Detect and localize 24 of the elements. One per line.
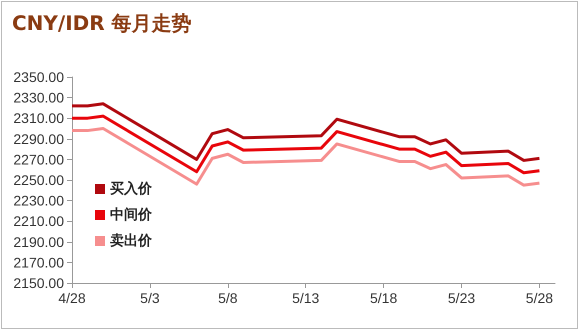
y-tick-label: 2190.00 <box>13 234 64 250</box>
y-tick-label: 2170.00 <box>13 254 64 270</box>
x-tick-label: 5/18 <box>370 290 398 306</box>
y-tick-label: 2150.00 <box>13 275 64 291</box>
line-series <box>70 102 541 162</box>
x-tick-label: 5/8 <box>218 290 238 306</box>
legend-label: 买入价 <box>110 181 153 197</box>
x-tick-label: 4/28 <box>58 290 86 306</box>
line-series <box>70 114 541 174</box>
x-tick-label: 5/28 <box>526 290 554 306</box>
y-tick-label: 2250.00 <box>13 172 64 188</box>
x-tick-label: 5/3 <box>140 290 160 306</box>
y-tick-label: 2350.00 <box>13 69 64 85</box>
y-tick-label: 2290.00 <box>13 130 64 147</box>
y-tick-label: 2210.00 <box>13 213 64 230</box>
legend-label: 中间价 <box>110 207 153 223</box>
y-tick-label: 2310.00 <box>13 110 64 126</box>
legend-label: 卖出价 <box>110 233 153 249</box>
y-tick-label: 2330.00 <box>13 90 64 106</box>
x-tick-label: 5/23 <box>448 290 476 306</box>
chart-title: CNY/IDR 每月走势 <box>12 10 192 37</box>
y-tick-label: 2230.00 <box>13 192 64 209</box>
y-tick-label: 2270.00 <box>13 151 64 168</box>
x-tick-label: 5/13 <box>292 290 320 306</box>
